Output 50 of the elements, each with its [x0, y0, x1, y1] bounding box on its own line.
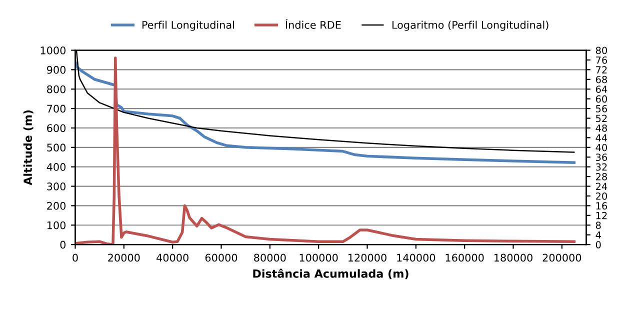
y-axis-title: Altitude (m) [23, 110, 34, 186]
y2-tick-label: 72 [596, 66, 607, 74]
y2-tick-label: 48 [596, 124, 607, 132]
y-tick-label: 800 [47, 85, 66, 94]
y-tick-label: 200 [47, 202, 66, 210]
y-tick-label: 400 [46, 163, 66, 171]
y-tick-label: 600 [47, 124, 66, 132]
y2-tick-label: 28 [596, 173, 607, 180]
legend-label: Perfil Longitudinal [142, 20, 234, 31]
y2-tick-label: 0 [596, 241, 601, 248]
y2-tick-label: 76 [596, 56, 608, 64]
y-tick-label: 700 [47, 104, 66, 113]
y2-tick-label: 64 [596, 86, 608, 93]
x-tick-label: 60000 [205, 254, 238, 262]
x-tick-label: 140000 [397, 254, 436, 262]
legend-label: Logaritmo (Perfil Longitudinal) [392, 20, 548, 31]
y2-tick-label: 12 [596, 212, 607, 220]
x-tick-label: 120000 [348, 254, 386, 262]
y-tick-label: 100 [47, 221, 66, 230]
y2-tick-label: 68 [596, 76, 607, 84]
x-tick-label: 100000 [300, 254, 338, 262]
y2-tick-label: 16 [596, 202, 608, 210]
y2-tick-label: 44 [596, 134, 608, 142]
y-tick-label: 500 [47, 144, 66, 152]
line-series [75, 56, 576, 245]
y2-tick-label: 60 [596, 95, 607, 103]
x-tick-label: 40000 [156, 254, 188, 262]
y-tick-label: 0 [60, 240, 66, 249]
x-tick-label: 200000 [542, 254, 582, 262]
y2-tick-label: 40 [596, 144, 607, 152]
y2-tick-label: 24 [596, 182, 608, 190]
x-tick-label: 80000 [254, 254, 286, 262]
y2-tick-label: 20 [596, 192, 607, 200]
y2-tick-label: 80 [596, 46, 607, 54]
x-tick-label: 0 [72, 254, 78, 262]
y-tick-label: 300 [47, 182, 66, 190]
x-tick-label: 20000 [108, 254, 140, 262]
y2-tick-label: 56 [596, 105, 608, 112]
y2-tick-label: 8 [596, 222, 601, 229]
line-series [75, 60, 576, 164]
y2-tick-label: 36 [596, 154, 608, 161]
y2-tick-label: 4 [596, 231, 601, 239]
x-tick-label: 180000 [494, 254, 532, 262]
x-axis-title: Distância Acumulada (m) [253, 268, 408, 280]
y2-tick-label: 52 [596, 114, 607, 122]
y-tick-label: 900 [46, 66, 66, 74]
y2-tick-label: 32 [596, 163, 607, 171]
y-tick-label: 1000 [40, 46, 66, 54]
x-tick-label: 160000 [446, 254, 484, 262]
legend-label: Índice RDE [286, 19, 341, 29]
